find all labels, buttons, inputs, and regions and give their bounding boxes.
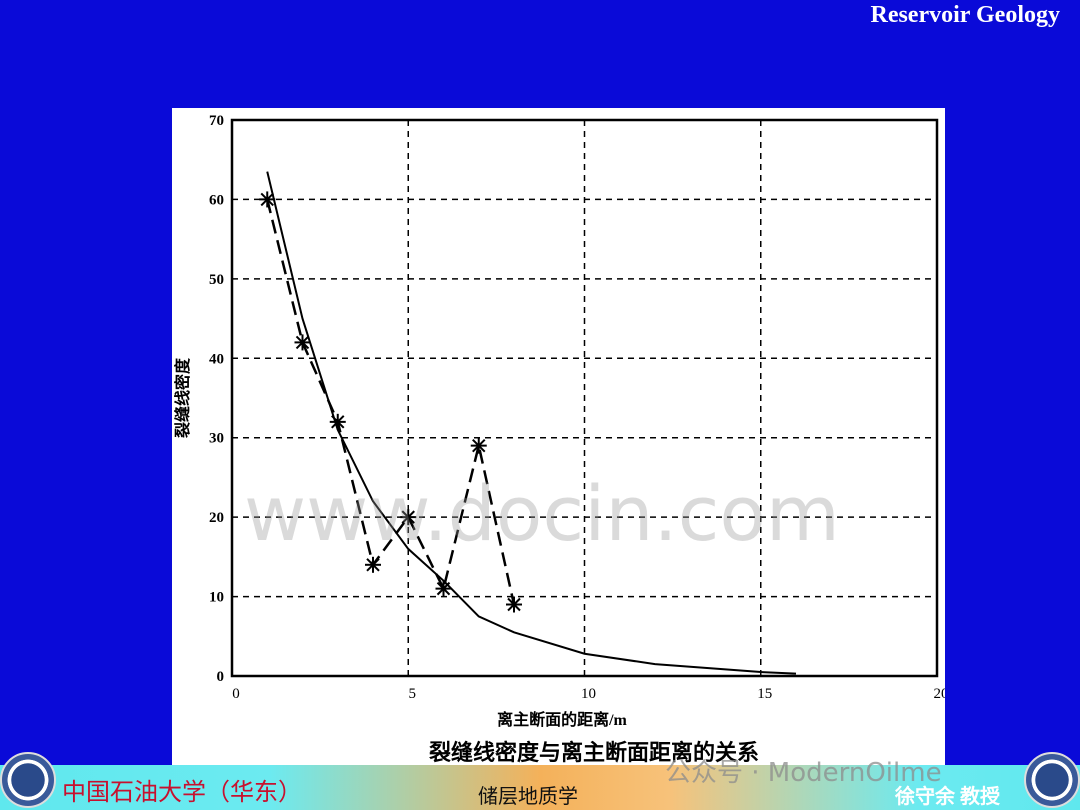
y-tick-label: 20 — [209, 510, 224, 526]
school-name: 中国石油大学（华东） — [62, 780, 302, 806]
data-point-asterisk — [470, 437, 487, 454]
course-name: 储层地质学 — [478, 786, 578, 808]
university-logo-right — [1024, 752, 1080, 808]
watermark-docin: www.docin.com — [244, 469, 840, 558]
y-tick-label: 50 — [209, 272, 224, 288]
university-logo-left — [0, 752, 56, 808]
chart: 0 10 20 30 40 50 60 70 0 5 10 15 20 裂缝线密度与离主断面距离的关系 离… — [173, 113, 949, 765]
series-line-fit — [266, 171, 797, 675]
data-point-asterisk — [435, 580, 452, 597]
series-line-measured — [266, 199, 516, 605]
professor-name: 徐守余 教授 — [895, 786, 1000, 808]
chart-title: 裂缝线密度与离主断面距离的关系 — [429, 740, 759, 765]
slide-title: Reservoir Geology — [870, 2, 1060, 28]
plot-frame — [230, 118, 939, 678]
data-point-asterisk — [259, 191, 276, 208]
x-axis-label: 离主断面的距离/m — [497, 710, 627, 729]
y-tick-label: 30 — [209, 431, 224, 447]
x-tick-label: 5 — [409, 686, 417, 702]
y-tick-label: 0 — [217, 669, 225, 685]
data-point-asterisk — [400, 509, 417, 526]
y-axis-label: 裂缝线密度 — [173, 357, 192, 439]
y-tick-label: 40 — [209, 351, 224, 367]
y-tick-label: 70 — [209, 113, 224, 129]
chart-panel: 0 10 20 30 40 50 60 70 0 5 10 15 20 裂缝线密度与离主断面距离的关系 离… — [172, 108, 949, 768]
x-tick-label: 10 — [581, 686, 596, 702]
x-tick-label: 20 — [934, 686, 946, 702]
footer-bar — [0, 765, 1080, 810]
data-point-asterisk — [506, 596, 522, 613]
data-point-asterisk — [294, 334, 311, 351]
x-tick-label: 15 — [757, 686, 772, 702]
data-point-asterisk — [365, 556, 381, 573]
watermark-account: 公众号 · ModernOilme — [665, 758, 942, 788]
y-tick-label: 10 — [209, 590, 224, 606]
y-tick-label: 60 — [209, 192, 224, 208]
x-tick-label: 0 — [232, 686, 240, 702]
